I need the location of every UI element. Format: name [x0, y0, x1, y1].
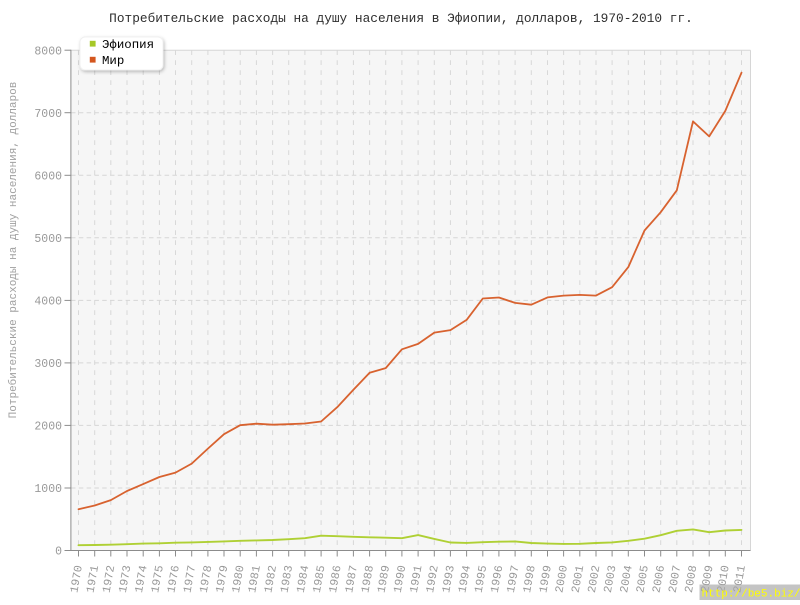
svg-text:Потребительские расходы на душ: Потребительские расходы на душу населени… [109, 11, 693, 26]
svg-text:Потребительские расходы на душ: Потребительские расходы на душу населени… [7, 82, 20, 419]
svg-text:1000: 1000 [34, 483, 62, 496]
svg-text:http://be5.biz/: http://be5.biz/ [702, 589, 800, 601]
svg-text:Мир: Мир [102, 54, 124, 68]
svg-text:3000: 3000 [34, 358, 62, 371]
svg-text:6000: 6000 [34, 171, 62, 184]
svg-text:7000: 7000 [34, 108, 62, 121]
svg-text:Эфиопия: Эфиопия [102, 38, 154, 52]
svg-text:2000: 2000 [34, 421, 62, 434]
svg-text:4000: 4000 [34, 296, 62, 309]
svg-text:0: 0 [55, 546, 62, 559]
svg-text:8000: 8000 [34, 45, 62, 58]
svg-text:5000: 5000 [34, 233, 62, 246]
